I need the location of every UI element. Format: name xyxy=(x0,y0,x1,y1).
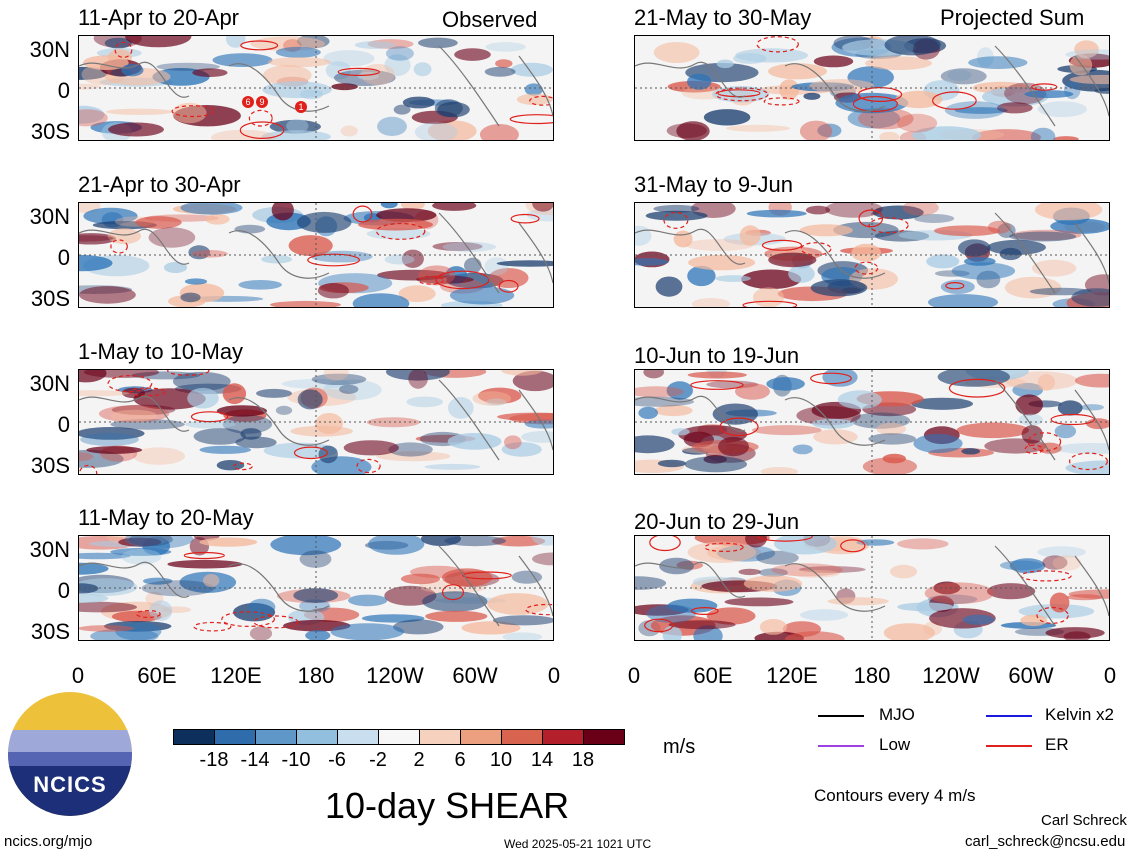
shear-field-3 xyxy=(79,370,553,474)
tc-marker: 1 xyxy=(295,101,307,113)
tc-marker: 9 xyxy=(256,96,268,108)
colorbar-cell xyxy=(214,729,256,745)
xtick-0: 0 xyxy=(1103,663,1117,688)
contour-note: Contours every 4 m/s xyxy=(814,786,976,805)
colorbar-label: -2 xyxy=(369,749,387,771)
legend-low-line xyxy=(818,745,864,747)
xtick-120w: 120W xyxy=(366,663,424,688)
xtick-60e: 60E xyxy=(137,663,177,688)
xtick-180: 180 xyxy=(853,663,891,688)
xtick-0: 0 xyxy=(71,663,85,688)
panel-title-6: 31-May to 9-Jun xyxy=(634,172,793,197)
ytick-30n: 30N xyxy=(29,371,70,396)
ytick-30n: 30N xyxy=(29,37,70,62)
colorbar-unit: m/s xyxy=(663,736,696,758)
shear-field-6 xyxy=(635,203,1109,307)
footer-url[interactable]: ncics.org/mjo xyxy=(4,833,93,850)
ytick-30s: 30S xyxy=(30,453,70,478)
map-panel-8 xyxy=(634,535,1110,641)
shear-field-4 xyxy=(79,536,553,640)
map-panel-3 xyxy=(78,369,554,475)
xtick-60e: 60E xyxy=(693,663,733,688)
panel-title-7: 10-Jun to 19-Jun xyxy=(634,343,800,368)
panel-title-2: 21-Apr to 30-Apr xyxy=(78,172,241,197)
legend-er-line xyxy=(986,745,1032,747)
colorbar-cell xyxy=(542,729,584,745)
map-panel-2 xyxy=(78,202,554,308)
ytick-30s: 30S xyxy=(30,286,70,311)
panel-title-4: 11-May to 20-May xyxy=(78,505,254,530)
legend-kelvin-label: Kelvin x2 xyxy=(1045,705,1114,724)
xtick-120e: 120E xyxy=(766,663,818,688)
colorbar-label: -10 xyxy=(281,749,311,771)
panel-title-1: 11-Apr to 20-Apr xyxy=(78,5,240,30)
logo-text: NCICS xyxy=(33,772,107,797)
ytick-0: 0 xyxy=(57,245,70,270)
colorbar-cell xyxy=(378,729,420,745)
projected-sum-label: Projected Sum xyxy=(940,5,1085,30)
colorbar-label: -6 xyxy=(328,749,346,771)
shear-field-2 xyxy=(79,203,553,307)
ytick-30s: 30S xyxy=(30,119,70,144)
legend-er-label: ER xyxy=(1045,735,1069,754)
ytick-0: 0 xyxy=(57,578,70,603)
colorbar-cell xyxy=(419,729,461,745)
ytick-0: 0 xyxy=(57,412,70,437)
colorbar-cell xyxy=(296,729,338,745)
ytick-0: 0 xyxy=(57,78,70,103)
tc-marker: 6 xyxy=(242,96,254,108)
panel-title-3: 1-May to 10-May xyxy=(78,339,244,364)
colorbar-cell xyxy=(583,729,625,745)
ncics-logo: NCICS xyxy=(8,692,132,816)
colorbar-label: 14 xyxy=(530,749,554,771)
footer-author: Carl Schreck xyxy=(1041,812,1127,829)
panel-title-5: 21-May to 30-May xyxy=(634,5,812,30)
colorbar-label: 18 xyxy=(571,749,595,771)
footer-timestamp: Wed 2025-05-21 1021 UTC xyxy=(504,837,652,851)
colorbar-cell xyxy=(460,729,502,745)
xtick-0: 0 xyxy=(547,663,561,688)
shear-field-8 xyxy=(635,536,1109,640)
ytick-30s: 30S xyxy=(30,619,70,644)
shear-field-5 xyxy=(635,36,1109,140)
ytick-30n: 30N xyxy=(29,537,70,562)
xtick-120e: 120E xyxy=(210,663,262,688)
logo-base xyxy=(8,766,132,816)
map-panel-6 xyxy=(634,202,1110,308)
colorbar-cell xyxy=(337,729,379,745)
colorbar-cell xyxy=(501,729,543,745)
legend-low-label: Low xyxy=(879,735,911,754)
colorbar-cell xyxy=(255,729,297,745)
map-panel-4 xyxy=(78,535,554,641)
legend-mjo-line xyxy=(818,715,864,717)
colorbar-label: -18 xyxy=(199,749,229,771)
legend-kelvin-line xyxy=(986,715,1032,717)
map-panel-1 xyxy=(78,35,554,141)
shear-field-7 xyxy=(635,370,1109,474)
xtick-60w: 60W xyxy=(1008,663,1054,688)
xtick-0: 0 xyxy=(627,663,641,688)
panel-title-8: 20-Jun to 29-Jun xyxy=(634,509,800,534)
legend-mjo-label: MJO xyxy=(879,705,915,724)
xtick-180: 180 xyxy=(297,663,335,688)
colorbar-label: 2 xyxy=(413,749,425,771)
ytick-30n: 30N xyxy=(29,204,70,229)
colorbar-label: 6 xyxy=(454,749,466,771)
observed-label: Observed xyxy=(442,7,538,32)
main-title: 10-day SHEAR xyxy=(325,785,570,826)
map-panel-7 xyxy=(634,369,1110,475)
colorbar-label: 10 xyxy=(489,749,513,771)
xtick-120w: 120W xyxy=(922,663,980,688)
xtick-60w: 60W xyxy=(452,663,498,688)
shear-field-1 xyxy=(79,36,553,140)
map-panel-5 xyxy=(634,35,1110,141)
colorbar-label: -14 xyxy=(240,749,270,771)
footer-email[interactable]: carl_schreck@ncsu.edu xyxy=(965,833,1126,850)
colorbar-cell xyxy=(173,729,215,745)
